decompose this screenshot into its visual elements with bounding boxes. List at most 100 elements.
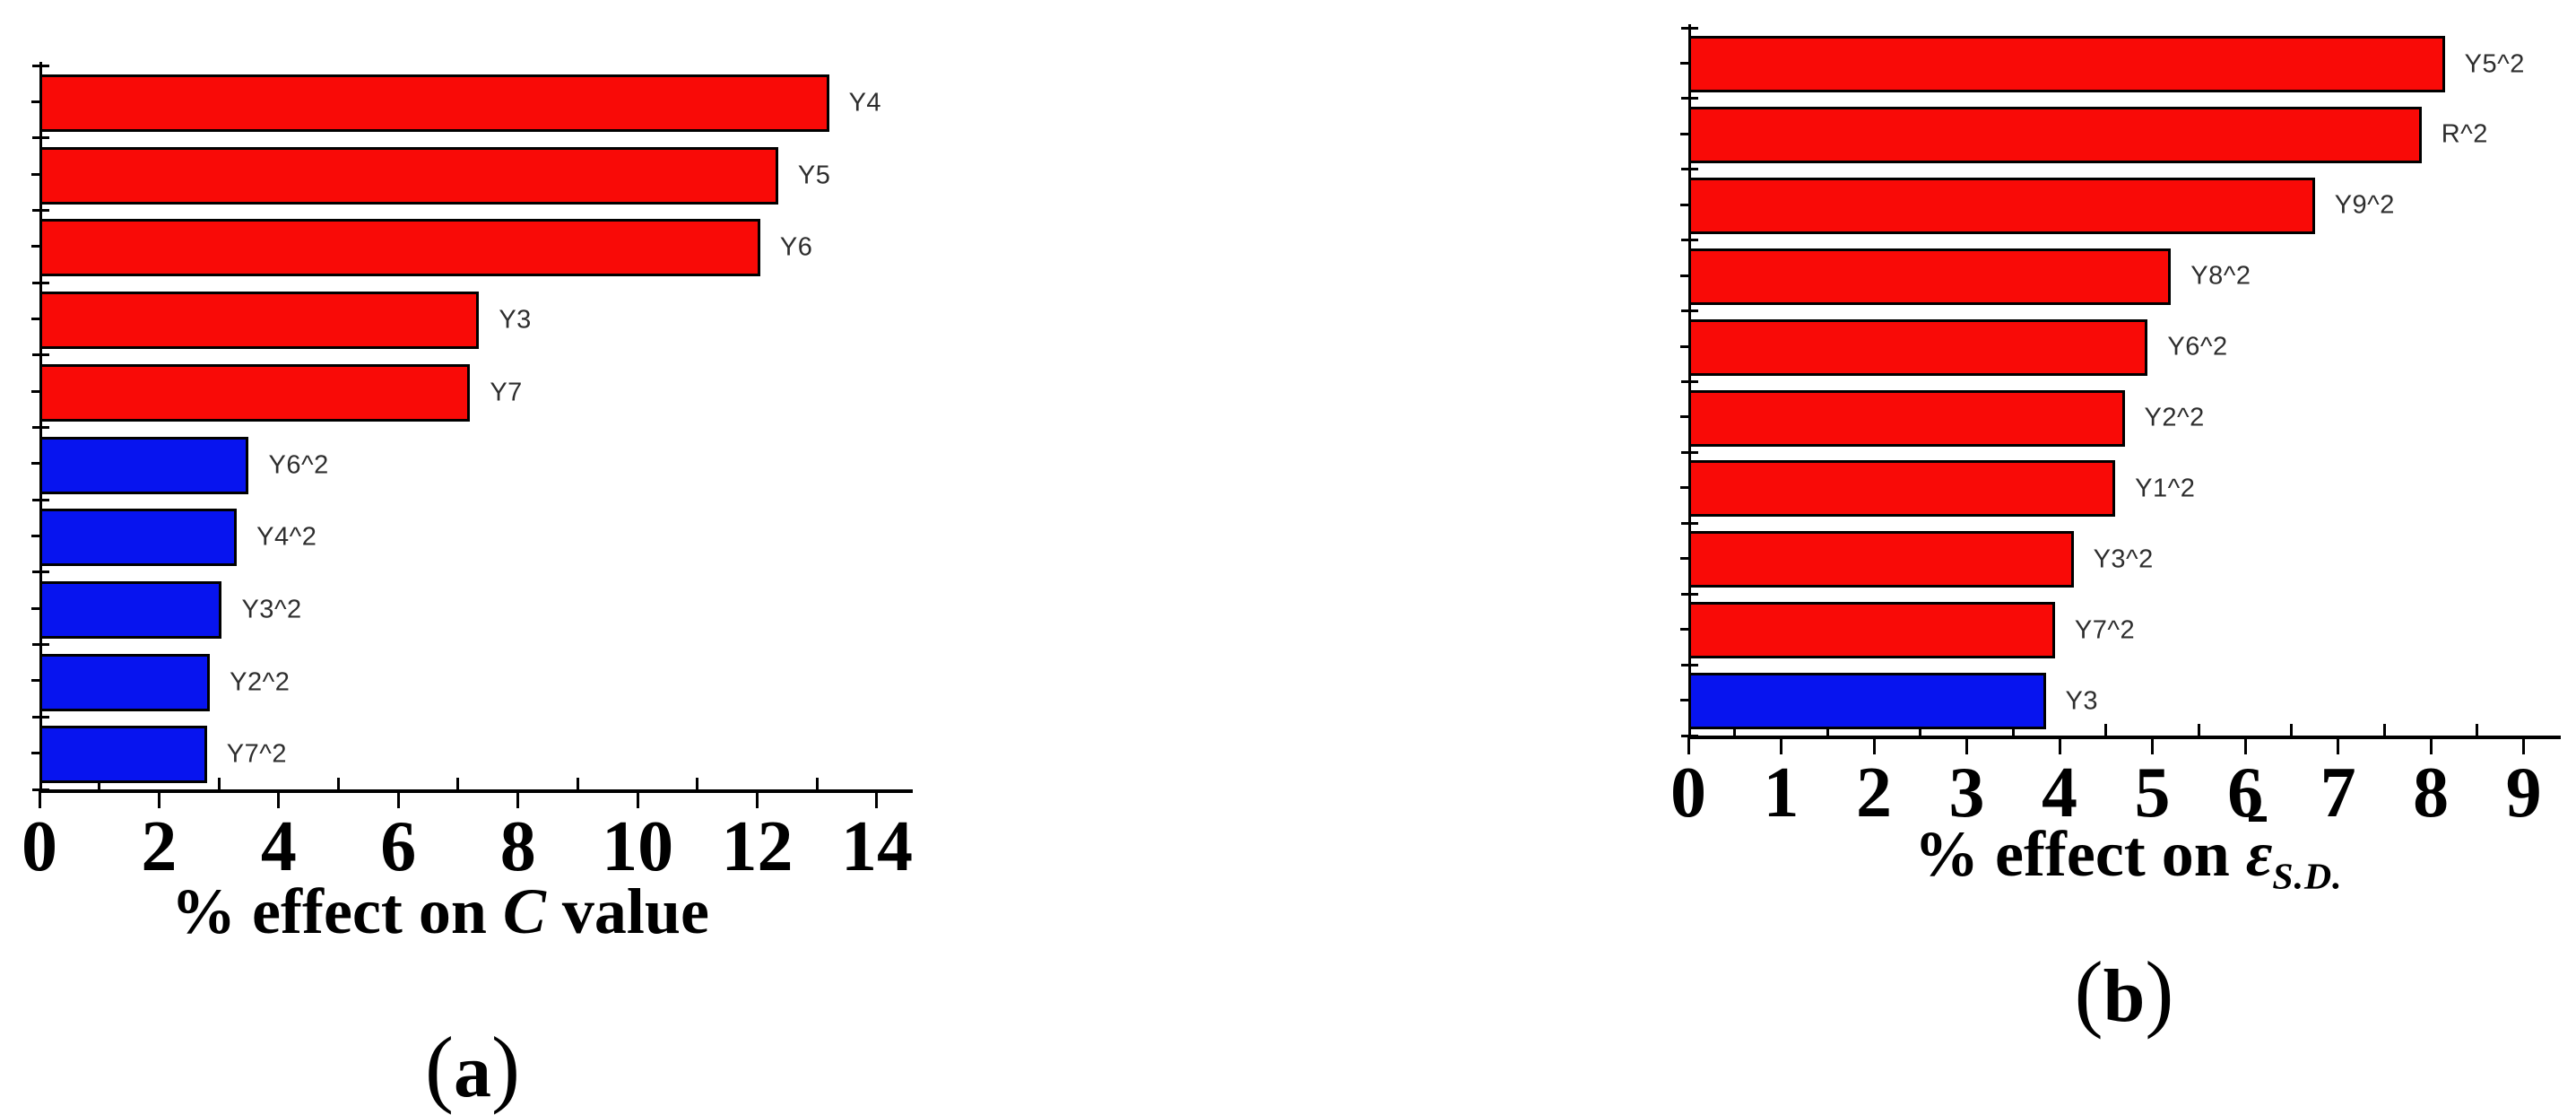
x-axis-minor-tick (696, 778, 699, 789)
epsilon-bar-symbol: ε (2245, 816, 2273, 890)
figure-caption: (b) (1945, 949, 2303, 1035)
bar-label: Y7 (490, 378, 523, 407)
bar-label: Y9^2 (2334, 190, 2395, 220)
y-axis-boundary-tick (1681, 450, 1698, 454)
plot-area: 0 2 4 6 8 10 12 14 Y4 Y5 Y6 Y3 Y7 Y6^2 Y4^2 Y3^2 Y2^2 Y7^… (22, 62, 913, 944)
y-axis-center-tick (31, 317, 40, 320)
x-axis-minor-tick (2104, 724, 2108, 736)
bar (39, 363, 471, 422)
x-axis-tick-label: 8 (2413, 753, 2450, 832)
x-axis-tick-label: 10 (602, 807, 674, 886)
x-axis-major-tick (1872, 736, 1876, 754)
y-axis-boundary-tick (1681, 239, 1698, 242)
bar-label: Y2^2 (2144, 403, 2205, 432)
bar-label: Y3^2 (241, 595, 302, 624)
y-axis-boundary-tick (1681, 521, 1698, 525)
bar-label: Y3 (2065, 686, 2098, 716)
x-axis-major-tick (2522, 736, 2526, 754)
x-axis-minor-tick (217, 778, 221, 789)
x-axis-major-tick (516, 789, 520, 808)
x-axis-tick-label: 8 (499, 807, 536, 886)
y-axis-center-tick (31, 100, 40, 103)
plot-area: 0 1 2 3 4 5 6 7 8 9 Y5^2 R^2 Y9^2 Y8^2 Y6^2 Y2^2 Y1^2 Y3^… (1670, 24, 2561, 895)
bar (1688, 460, 2116, 518)
caption-open-paren: ( (425, 1019, 454, 1115)
bar-label: Y5 (797, 161, 831, 190)
y-axis-center-tick (1680, 132, 1689, 135)
y-axis-boundary-tick (1681, 26, 1698, 30)
y-axis-boundary-tick (1681, 592, 1698, 596)
y-axis-center-tick (31, 606, 40, 610)
bar-label: Y5^2 (2464, 49, 2525, 78)
y-axis-boundary-tick (32, 643, 49, 647)
x-axis-major-tick (2058, 736, 2061, 754)
x-axis-major-tick (636, 789, 639, 808)
y-axis-boundary-tick (1681, 380, 1698, 383)
x-axis-major-tick (277, 789, 281, 808)
x-axis-minor-tick (1919, 724, 1922, 736)
y-axis-boundary-tick (32, 281, 49, 284)
x-axis-major-tick (2429, 736, 2433, 754)
bar-label: Y1^2 (2135, 474, 2196, 503)
y-axis-center-tick (1680, 344, 1689, 348)
bar (39, 436, 249, 494)
bar-label: Y4 (848, 88, 882, 118)
x-axis-tick-label: 9 (2505, 753, 2542, 832)
bar-label: Y7^2 (226, 739, 287, 769)
x-axis-tick-label: 12 (721, 807, 794, 886)
x-axis-minor-tick (98, 778, 101, 789)
x-axis-major-tick (1965, 736, 1969, 754)
y-axis-center-tick (1680, 557, 1689, 561)
x-axis-minor-tick (2476, 724, 2479, 736)
x-axis-minor-tick (1826, 724, 1829, 736)
y-axis-boundary-tick (32, 571, 49, 574)
bar (1688, 389, 2125, 447)
bar (39, 219, 760, 277)
x-axis-minor-tick (1733, 724, 1737, 736)
x-axis-line (39, 789, 913, 793)
caption-letter: a (454, 1030, 491, 1113)
y-axis-boundary-tick (1681, 168, 1698, 171)
bar-label: Y3^2 (2093, 544, 2154, 574)
x-axis-major-tick (2151, 736, 2155, 754)
y-axis-center-tick (1680, 61, 1689, 65)
x-axis-line (1688, 736, 2561, 739)
caption-close-paren: ) (2145, 944, 2174, 1040)
axis-title-prefix: % effect on (1913, 818, 2246, 890)
x-axis-minor-tick (2290, 724, 2294, 736)
bar (39, 146, 778, 205)
bar (39, 653, 211, 711)
caption-open-paren: ( (2074, 944, 2103, 1040)
axis-title-suffix: value (545, 875, 709, 947)
y-axis-boundary-tick (1681, 309, 1698, 313)
x-axis-major-tick (756, 789, 759, 808)
y-axis-boundary-tick (32, 715, 49, 719)
symbol-subscript: S.D. (2272, 856, 2343, 898)
y-axis-center-tick (1680, 628, 1689, 632)
x-axis-tick-label: 0 (1670, 753, 1706, 832)
y-axis-boundary-tick (1681, 734, 1698, 737)
x-axis-major-tick (1780, 736, 1782, 754)
y-axis-boundary-tick (32, 788, 49, 791)
x-axis-minor-tick (456, 778, 460, 789)
bar (1688, 531, 2074, 588)
bar-label: Y2^2 (230, 667, 291, 697)
y-axis-boundary-tick (1681, 97, 1698, 100)
x-axis-major-tick (157, 789, 160, 808)
bar-label: R^2 (2441, 119, 2488, 149)
x-axis-title: % effect on εS.D. (1711, 816, 2546, 898)
bar-label: Y6^2 (268, 450, 329, 479)
x-axis-minor-tick (2197, 724, 2200, 736)
bar (1688, 177, 2315, 234)
bar (1688, 36, 2445, 92)
y-axis-center-tick (1680, 699, 1689, 702)
bar (1688, 106, 2422, 163)
x-axis-major-tick (2243, 736, 2247, 754)
bar (39, 292, 480, 350)
x-axis-tick-label: 1 (1763, 753, 1800, 832)
x-axis-tick-label: 2 (141, 807, 178, 886)
axis-title-prefix: % effect on (171, 875, 503, 947)
y-axis-center-tick (1680, 415, 1689, 419)
y-axis-center-tick (1680, 203, 1689, 206)
